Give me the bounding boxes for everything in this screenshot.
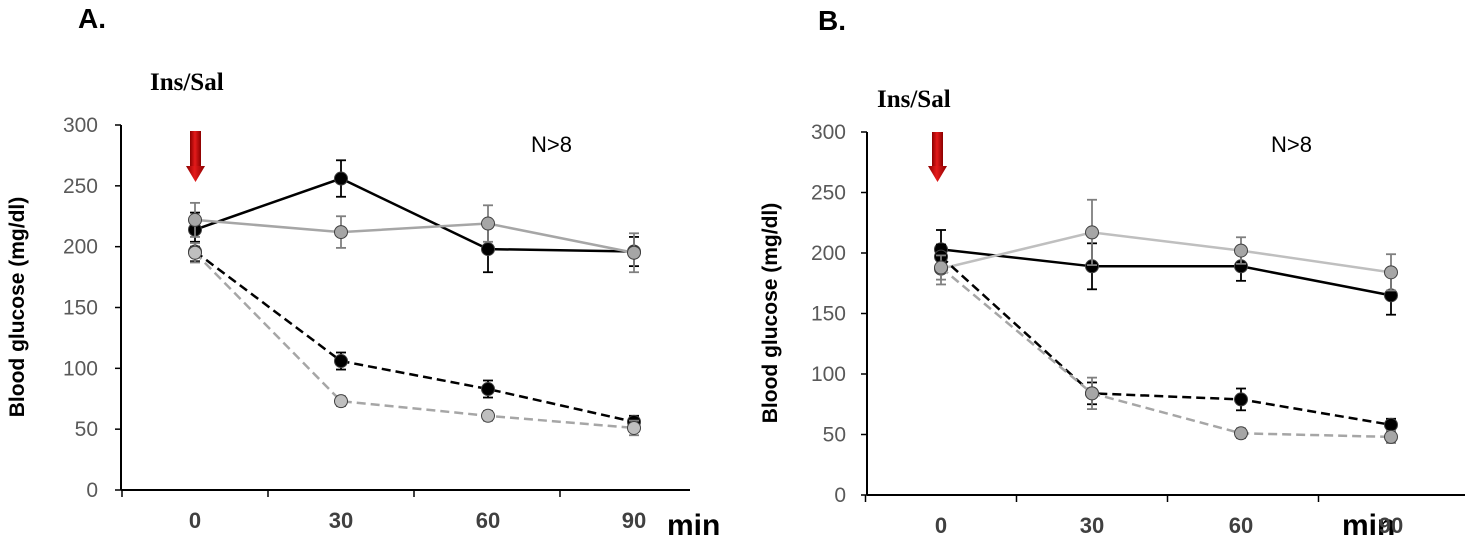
panel-a-y-tick-label: 0 — [86, 479, 98, 502]
panel-b-data-point — [1384, 429, 1398, 444]
panel-a-x-unit: min — [667, 509, 720, 541]
panel-b-arrow-icon — [928, 132, 947, 182]
panel-b-y-tick-label: 100 — [811, 363, 846, 386]
panel-b-data-point — [1384, 417, 1398, 432]
panel-b-x-tick-label: 30 — [1080, 513, 1104, 538]
panel-a-y-tick-label: 150 — [63, 297, 98, 320]
panel-a-series-line — [194, 177, 635, 253]
panel-b-data-point — [1234, 426, 1248, 441]
panel-a-x-tick-label: 0 — [189, 508, 201, 533]
panel-a-y-tick-label: 100 — [63, 357, 98, 380]
panel-b-series-black-dashed — [934, 243, 1398, 432]
panel-a-data-point — [481, 216, 495, 231]
panel-a-series-gray-solid — [188, 201, 641, 274]
panel-a-data-point — [334, 354, 348, 369]
panel-a-plot: 0 50 100 150 200 250 300 0 30 60 90 — [63, 114, 690, 533]
panel-a-data-point — [627, 245, 641, 260]
panel-b-y-tick-label: 300 — [811, 121, 846, 144]
panel-b-series-gray-solid — [934, 198, 1398, 292]
panel-a-data-point — [627, 420, 641, 435]
panel-a-data-point — [334, 225, 348, 240]
panel-b-data-point — [1085, 225, 1099, 240]
panel-a-data-point — [334, 394, 348, 409]
panel-b-label: B. — [818, 5, 846, 36]
panel-a-arrow-icon — [186, 131, 205, 182]
panel-b-n-label: N>8 — [1271, 132, 1312, 157]
panel-b-annotation: Ins/Sal — [877, 86, 951, 113]
panel-a-series-gray-dashed — [188, 242, 641, 437]
panel-b-series-line — [940, 231, 1392, 274]
panel-b-data-point — [1234, 243, 1248, 258]
panel-b-series-line — [940, 248, 1392, 297]
panel-a-n-label: N>8 — [531, 132, 572, 157]
panel-a-x-tick-label: 30 — [329, 508, 353, 533]
panel-b-x-tick-label: 0 — [935, 513, 947, 538]
panel-a-label: A. — [78, 3, 106, 34]
panel-a-x-tick-label: 90 — [622, 508, 646, 533]
panel-a-series-black-solid — [188, 159, 641, 274]
panel-b-plot: 0 50 100 150 200 250 300 0 30 60 90 — [811, 121, 1465, 538]
panel-b-series-gray-dashed — [934, 254, 1398, 444]
panel-b-series-line — [940, 266, 1392, 439]
panel-a-y-tick-label: 200 — [63, 236, 98, 259]
panel-b-data-point — [1234, 392, 1248, 407]
panel-a-series-line — [194, 250, 635, 424]
panel-a-data-point — [481, 382, 495, 397]
panel-b-x-tick-label: 90 — [1379, 513, 1403, 538]
panel-a-data-point — [481, 408, 495, 423]
panel-a-x-tick-label: 60 — [476, 508, 500, 533]
panel-b-y-axis-title: Blood glucose (mg/dl) — [759, 203, 782, 424]
panel-b-series-black-solid — [934, 229, 1398, 316]
panel-b-data-point — [1384, 265, 1398, 280]
panel-a-data-point — [188, 212, 202, 227]
panel-a-y-tick-label: 50 — [75, 418, 98, 441]
panel-b-x-tick-label: 60 — [1229, 513, 1253, 538]
panel-b-y-tick-label: 200 — [811, 242, 846, 265]
panel-a-series-black-dashed — [188, 240, 641, 429]
panel-a-data-point — [188, 245, 202, 260]
panel-a-y-axis-title: Blood glucose (mg/dl) — [6, 197, 29, 418]
panel-b-data-point — [1085, 386, 1099, 401]
panel-b-series-line — [940, 255, 1392, 427]
panel-b-y-tick-label: 150 — [811, 303, 846, 326]
panel-b-y-tick-label: 250 — [811, 182, 846, 205]
panel-b-y-tick-label: 50 — [823, 424, 846, 447]
panel-a-data-point — [334, 171, 348, 186]
panel-b-data-point — [934, 260, 948, 275]
panel-a-data-point — [481, 242, 495, 257]
panel-b-y-tick-label: 0 — [834, 484, 846, 507]
panel-a-y-tick-label: 250 — [63, 175, 98, 198]
panel-a-y-tick-label: 300 — [63, 114, 98, 137]
panel-a-annotation: Ins/Sal — [150, 69, 224, 96]
panel-b-x-unit: min — [1342, 509, 1395, 541]
panel-a-series-line — [194, 251, 635, 430]
panel-a-series-line — [194, 218, 635, 254]
